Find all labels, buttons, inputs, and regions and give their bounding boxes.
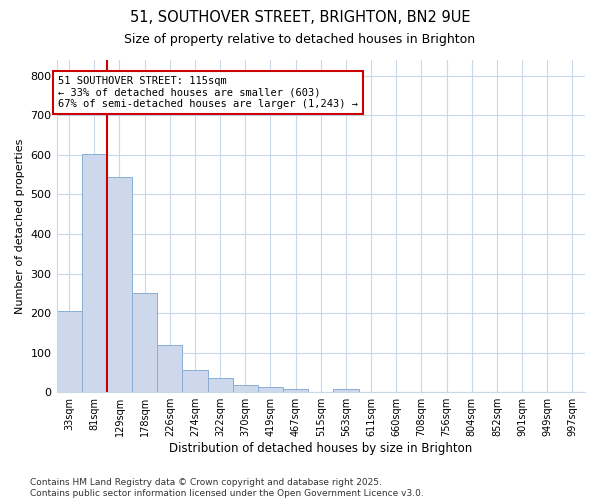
Y-axis label: Number of detached properties: Number of detached properties bbox=[15, 138, 25, 314]
Bar bbox=[157, 345, 182, 392]
Bar bbox=[334, 389, 359, 392]
Bar bbox=[82, 154, 107, 392]
Bar bbox=[107, 176, 132, 392]
Bar bbox=[132, 292, 157, 392]
Bar bbox=[233, 385, 258, 392]
Text: 51 SOUTHOVER STREET: 115sqm
← 33% of detached houses are smaller (603)
67% of se: 51 SOUTHOVER STREET: 115sqm ← 33% of det… bbox=[58, 76, 358, 109]
Bar bbox=[283, 389, 308, 392]
Bar bbox=[182, 370, 208, 392]
Text: 51, SOUTHOVER STREET, BRIGHTON, BN2 9UE: 51, SOUTHOVER STREET, BRIGHTON, BN2 9UE bbox=[130, 10, 470, 25]
Text: Contains HM Land Registry data © Crown copyright and database right 2025.
Contai: Contains HM Land Registry data © Crown c… bbox=[30, 478, 424, 498]
Text: Size of property relative to detached houses in Brighton: Size of property relative to detached ho… bbox=[124, 32, 476, 46]
X-axis label: Distribution of detached houses by size in Brighton: Distribution of detached houses by size … bbox=[169, 442, 472, 455]
Bar bbox=[208, 378, 233, 392]
Bar bbox=[56, 311, 82, 392]
Bar bbox=[258, 388, 283, 392]
